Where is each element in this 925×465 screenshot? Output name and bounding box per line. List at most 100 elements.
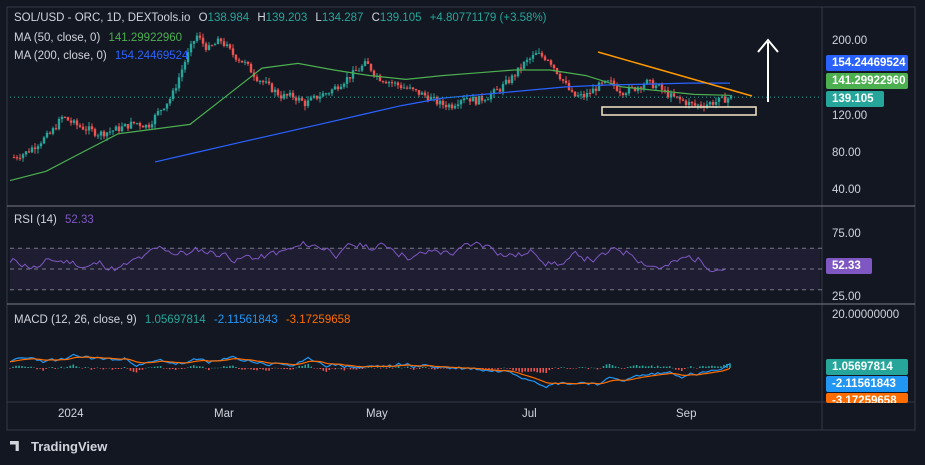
macd-histogram-bar bbox=[295, 367, 297, 369]
candle-body bbox=[348, 77, 352, 79]
candle-body bbox=[198, 35, 202, 38]
trendline bbox=[597, 51, 753, 97]
candle-body bbox=[123, 124, 127, 127]
macd-histogram-bar bbox=[443, 368, 445, 369]
candle-body bbox=[561, 79, 565, 81]
macd-histogram-bar bbox=[63, 367, 66, 369]
candle-body bbox=[357, 70, 361, 72]
candle-body bbox=[426, 95, 430, 101]
candle-body bbox=[564, 80, 568, 83]
macd-histogram-bar bbox=[262, 368, 264, 370]
macd-histogram-bar bbox=[572, 368, 575, 369]
macd-histogram-bar bbox=[358, 368, 361, 369]
macd-histogram-bar bbox=[693, 367, 695, 369]
low-label: L134.287 bbox=[315, 12, 364, 24]
candle-body bbox=[69, 120, 73, 123]
candle-body bbox=[174, 88, 178, 91]
candle-body bbox=[642, 84, 646, 89]
candle-body bbox=[234, 54, 238, 60]
candle-body bbox=[222, 41, 226, 46]
time-tick-mar: Mar bbox=[214, 408, 234, 420]
candle-body bbox=[315, 95, 319, 99]
macd-histogram-bar bbox=[662, 366, 665, 368]
macd-histogram-bar bbox=[729, 363, 731, 368]
symbol-label: SOL/USD - ORC, 1D, DEXTools.io bbox=[14, 12, 191, 24]
candle-body bbox=[111, 130, 115, 132]
macd-histogram-bar bbox=[406, 366, 409, 368]
macd-histogram-bar bbox=[491, 368, 493, 370]
candle-body bbox=[225, 44, 229, 46]
macd-histogram-bar bbox=[24, 366, 26, 368]
candle-body bbox=[576, 95, 580, 97]
macd-histogram-bar bbox=[650, 365, 653, 368]
candle-body bbox=[126, 124, 130, 129]
macd-histogram-bar bbox=[512, 368, 514, 371]
candle-body bbox=[666, 90, 670, 98]
candle-body bbox=[393, 82, 397, 84]
macd-histogram-bar bbox=[515, 368, 517, 371]
candle-body bbox=[144, 124, 148, 128]
candle-body bbox=[687, 101, 691, 106]
macd-histogram-bar bbox=[205, 368, 207, 369]
candle-body bbox=[354, 70, 358, 72]
macd-histogram-bar bbox=[409, 368, 412, 369]
candle-body bbox=[678, 96, 682, 100]
macd-line-value: -2.11561843 bbox=[213, 314, 278, 326]
candle-body bbox=[42, 137, 46, 144]
macd-histogram-bar bbox=[45, 368, 47, 369]
candle-body bbox=[570, 90, 574, 92]
candle-body bbox=[108, 131, 112, 133]
candle-body bbox=[468, 98, 472, 102]
candle-body bbox=[276, 89, 280, 96]
macd-histogram-bar bbox=[500, 368, 502, 369]
macd-histogram-bar bbox=[21, 366, 23, 368]
candle-body bbox=[621, 93, 625, 95]
macd-histogram-bar bbox=[298, 365, 301, 368]
candle-body bbox=[486, 99, 490, 101]
candle-body bbox=[30, 147, 34, 153]
ma200-line bbox=[154, 82, 730, 163]
candle-body bbox=[405, 87, 409, 89]
candle-body bbox=[246, 61, 250, 65]
macd-histogram-bar bbox=[319, 368, 322, 370]
rsi-tick-25: 25.00 bbox=[832, 291, 861, 303]
macd-histogram-bar bbox=[304, 364, 307, 368]
macd-histogram-bar bbox=[590, 367, 593, 369]
candle-body bbox=[45, 132, 49, 138]
macd-histogram-bar bbox=[364, 367, 367, 369]
candle-body bbox=[273, 89, 277, 93]
ma50-value: 141.29922960 bbox=[108, 32, 183, 44]
macd-histogram-bar bbox=[699, 366, 701, 368]
candle-body bbox=[450, 104, 454, 109]
macd-histogram-bar bbox=[39, 368, 41, 369]
candle-body bbox=[684, 100, 688, 106]
candle-body bbox=[384, 81, 388, 84]
macd-histogram-bar bbox=[647, 366, 650, 368]
macd-histogram-bar bbox=[229, 365, 231, 368]
macd-histogram-bar bbox=[183, 368, 186, 369]
time-tick-may: May bbox=[366, 408, 388, 420]
macd-histogram-bar bbox=[599, 368, 602, 369]
macd-histogram-bar bbox=[545, 368, 548, 374]
macd-histogram-bar bbox=[301, 365, 304, 368]
macd-histogram-bar bbox=[584, 367, 587, 369]
candle-body bbox=[213, 44, 217, 46]
macd-histogram-bar bbox=[539, 368, 542, 373]
up-arrow-head bbox=[757, 38, 779, 53]
macd-histogram-bar bbox=[331, 368, 334, 369]
macd-histogram-bar bbox=[226, 366, 228, 368]
candle-body bbox=[501, 84, 505, 92]
macd-histogram-bar bbox=[220, 367, 222, 369]
price-tick-80: 80.00 bbox=[832, 147, 861, 159]
candle-body bbox=[342, 83, 346, 87]
macd-histogram-bar bbox=[373, 368, 376, 369]
candle-body bbox=[351, 70, 355, 79]
macd-histogram-bar bbox=[391, 368, 394, 369]
candle-body bbox=[54, 128, 58, 130]
candle-body bbox=[330, 89, 334, 94]
macd-histogram-bar bbox=[343, 368, 346, 371]
candle-body bbox=[585, 92, 589, 98]
macd-histogram-bar bbox=[696, 368, 698, 369]
candle-body bbox=[435, 96, 439, 105]
candle-body bbox=[711, 102, 715, 105]
